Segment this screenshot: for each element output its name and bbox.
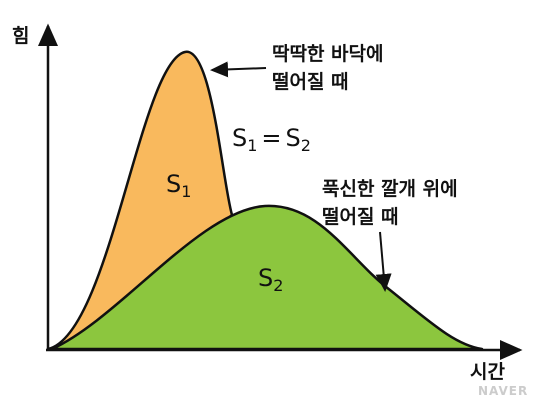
equation: S1 = S2 bbox=[232, 124, 311, 155]
s2-letter: S bbox=[258, 264, 273, 292]
s2-sub: 2 bbox=[273, 276, 283, 295]
soft-label-line2: 떨어질 때 bbox=[322, 206, 399, 228]
eq-right-sub: 2 bbox=[301, 136, 311, 155]
soft-impulse-area bbox=[50, 204, 484, 351]
x-axis-label: 시간 bbox=[470, 361, 505, 383]
s1-label: S1 bbox=[166, 170, 191, 201]
soft-arrow bbox=[375, 231, 392, 292]
hard-arrow bbox=[210, 61, 267, 78]
hard-label-line2: 떨어질 때 bbox=[272, 71, 349, 93]
s2-label: S2 bbox=[258, 264, 283, 295]
eq-left: S bbox=[232, 124, 247, 152]
eq-sign: = bbox=[261, 124, 281, 152]
eq-right: S bbox=[286, 124, 301, 152]
s1-sub: 1 bbox=[181, 182, 191, 201]
watermark: NAVER bbox=[478, 384, 528, 398]
y-axis-label: 힘 bbox=[12, 25, 29, 47]
hard-impulse-area bbox=[46, 50, 234, 351]
soft-label-line1: 푹신한 깔개 위에 bbox=[322, 178, 458, 200]
hard-label-line1: 딱딱한 바닥에 bbox=[272, 43, 384, 65]
s1-letter: S bbox=[166, 170, 181, 198]
eq-left-sub: 1 bbox=[247, 136, 257, 155]
